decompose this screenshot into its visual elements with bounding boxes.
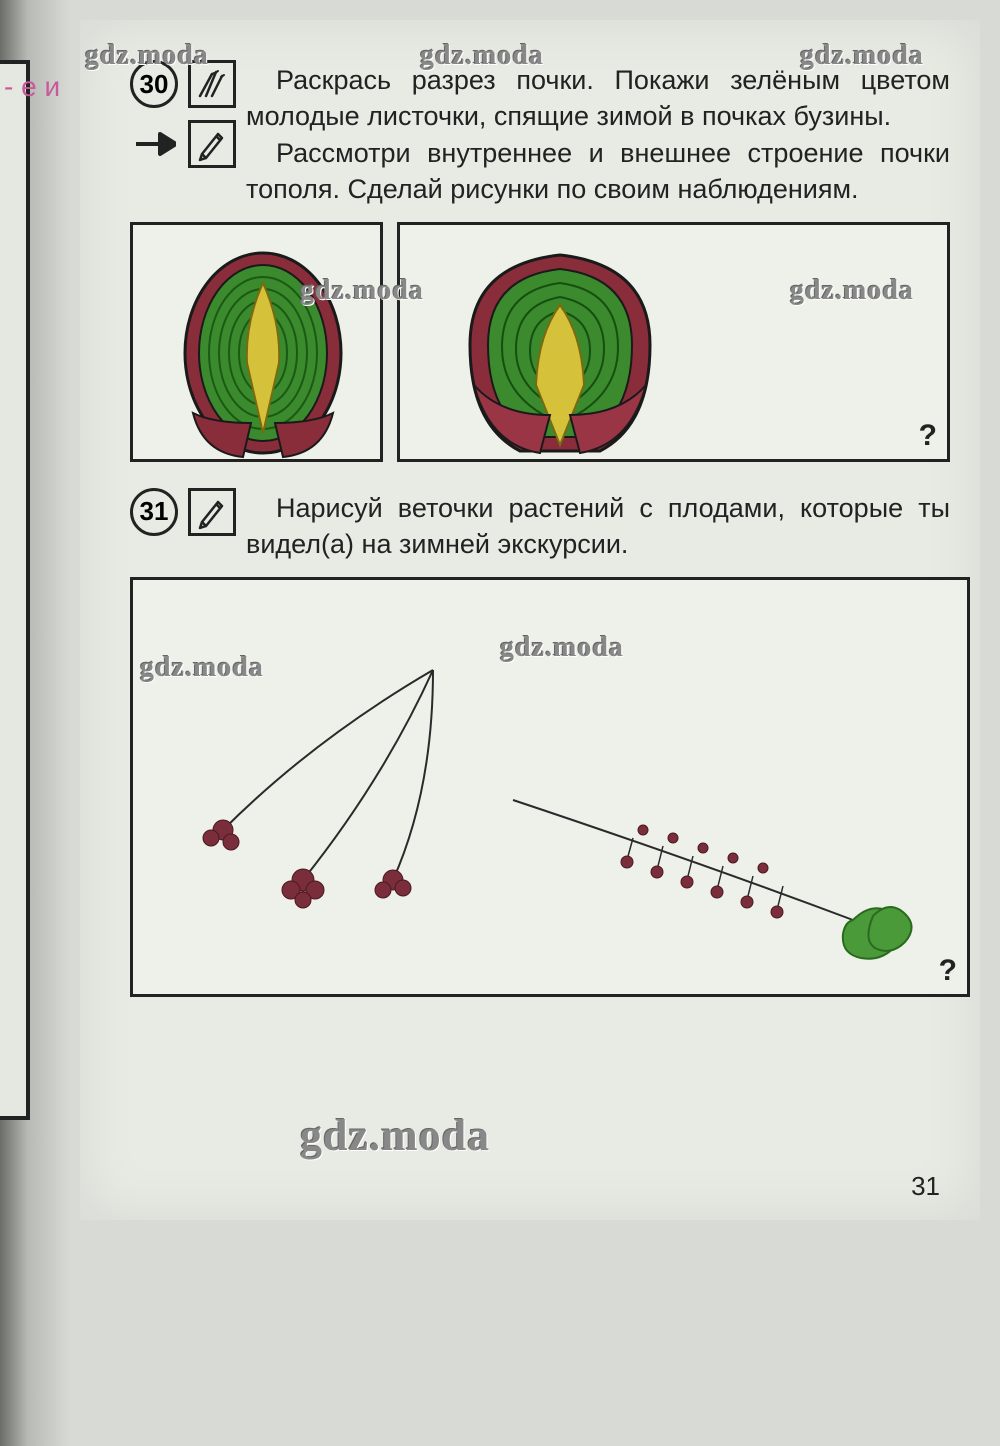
task-30-paragraph-1: Раскрась разрез почки. Покажи зелёным цв…	[246, 65, 950, 131]
question-mark: ?	[939, 954, 957, 988]
page-number: 31	[911, 1171, 940, 1202]
task-30-paragraph-2: Рассмотри внутреннее и внешнее строение …	[246, 138, 950, 204]
task-31: 31 Нарисуй веточки растений с плодами, к…	[130, 488, 950, 997]
task-30: 30	[130, 60, 950, 462]
workbook-page: 30	[80, 20, 980, 1220]
arrow-right-icon	[130, 120, 178, 168]
bud-crosssection-elderberry	[130, 222, 383, 462]
task-30-figures: ?	[130, 222, 950, 462]
task-30-header: 30	[130, 60, 950, 208]
question-mark: ?	[919, 419, 937, 453]
task-number-31: 31	[130, 488, 178, 536]
task-31-header: 31 Нарисуй веточки растений с плодами, к…	[130, 488, 950, 563]
task-number-30: 30	[130, 60, 178, 108]
previous-page-edge	[0, 60, 30, 1120]
pencil-icon	[188, 488, 236, 536]
task-31-text: Нарисуй веточки растений с плодами, кото…	[246, 488, 950, 563]
task-30-text: Раскрась разрез почки. Покажи зелёным цв…	[246, 60, 950, 208]
pencil-icon	[188, 120, 236, 168]
bud-crosssection-poplar: ?	[397, 222, 950, 462]
winter-branches-sketch: ?	[130, 577, 970, 997]
previous-page-text-fragment: - е и	[4, 70, 60, 104]
brushes-icon	[188, 60, 236, 108]
task-31-paragraph: Нарисуй веточки растений с плодами, кото…	[246, 493, 950, 559]
